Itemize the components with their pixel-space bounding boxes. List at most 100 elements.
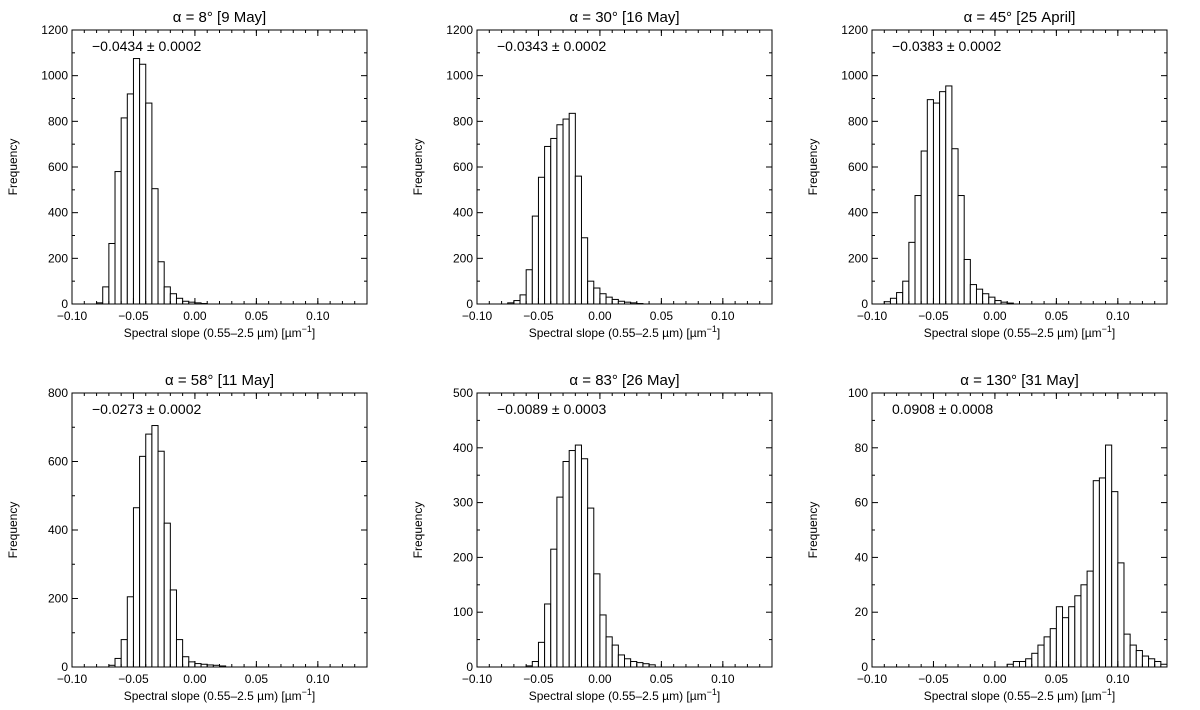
histogram-bar — [151, 425, 159, 668]
histogram-bar — [587, 507, 595, 668]
x-tick-label: −0.05 — [118, 309, 149, 323]
x-tick-label: −0.10 — [57, 309, 88, 323]
histogram-bar — [611, 644, 619, 668]
y-tick-label: 200 — [453, 251, 473, 265]
histogram-bar — [896, 292, 904, 305]
x-tick-label: −0.05 — [523, 672, 554, 686]
histogram-bar — [617, 654, 625, 668]
y-tick-label: 0 — [861, 660, 868, 674]
y-tick-label: 1200 — [446, 23, 473, 37]
histogram-bar — [1111, 491, 1119, 668]
y-tick-label: 0 — [466, 297, 473, 311]
x-tick-label: 0.00 — [183, 309, 207, 323]
histogram-bar — [556, 496, 564, 668]
histogram-bar — [951, 148, 959, 305]
y-axis-label: Frequency — [806, 502, 820, 559]
x-tick-label: 0.10 — [711, 309, 735, 323]
histogram-bar — [926, 99, 934, 305]
y-tick-label: 800 — [848, 114, 868, 128]
histogram-bar — [1148, 658, 1156, 668]
histogram-bar — [139, 63, 147, 305]
x-axis-label-main: Spectral slope (0.55–2.5 µm) [µm — [924, 689, 1102, 703]
x-axis-label: Spectral slope (0.55–2.5 µm) [µm−1] — [924, 324, 1116, 340]
panel-title: α = 8° [9 May] — [173, 9, 266, 26]
histogram-bar — [188, 661, 196, 668]
x-axis-label: Spectral slope (0.55–2.5 µm) [µm−1] — [124, 324, 316, 340]
histogram-bar — [139, 455, 147, 668]
histogram-bar — [574, 175, 582, 305]
y-tick-label: 0 — [861, 297, 868, 311]
histogram-bar — [1105, 444, 1113, 668]
histogram-bar — [636, 662, 644, 668]
histogram-bar — [531, 661, 539, 668]
y-axis-label: Frequency — [806, 139, 820, 196]
histogram-bar — [1025, 658, 1033, 668]
histogram-bar — [169, 293, 177, 305]
histogram-bar — [531, 215, 539, 305]
histogram-bar — [599, 293, 607, 305]
histogram-bar — [1123, 633, 1131, 668]
histogram-bar — [1129, 644, 1137, 668]
histogram-bar — [994, 300, 1002, 305]
y-axis-label: Frequency — [6, 139, 20, 196]
y-tick-label: 600 — [48, 160, 68, 174]
x-axis-label-exponent: −1 — [302, 687, 312, 697]
x-axis-label-close: ] — [1112, 326, 1115, 340]
x-tick-label: −0.05 — [118, 672, 149, 686]
histogram-panel: −0.10 −0.05 0.00 0.05 0.10 0 200 400 600 800 1000 1… — [806, 9, 1168, 340]
histogram-bar — [599, 614, 607, 668]
y-tick-label: 0 — [61, 660, 68, 674]
y-axis-label: Frequency — [6, 502, 20, 559]
y-tick-label: 400 — [848, 206, 868, 220]
histogram-bar — [1135, 650, 1143, 668]
histogram-bar — [151, 188, 159, 305]
panel-title: α = 45° [25 April] — [964, 9, 1076, 26]
histogram-bar — [593, 573, 601, 668]
histogram-bar — [969, 284, 977, 305]
y-tick-label: 20 — [855, 605, 869, 619]
y-tick-label: 0 — [61, 297, 68, 311]
x-tick-label: −0.10 — [857, 309, 888, 323]
histogram-bar — [525, 269, 533, 305]
slope-annotation: −0.0383 ± 0.0002 — [892, 38, 1001, 54]
histogram-bar — [519, 294, 527, 305]
x-tick-label: −0.10 — [857, 672, 888, 686]
x-axis-label-close: ] — [1112, 689, 1115, 703]
histogram-bar — [182, 656, 190, 668]
histogram-bar — [605, 636, 613, 668]
x-axis-label-close: ] — [717, 326, 720, 340]
y-tick-label: 200 — [48, 251, 68, 265]
x-tick-label: −0.05 — [523, 309, 554, 323]
histogram-bar — [163, 522, 171, 668]
panel-title: α = 58° [11 May] — [165, 372, 274, 389]
plot-frame — [71, 392, 368, 668]
histogram-bar — [945, 85, 953, 305]
x-tick-label: −0.10 — [462, 309, 493, 323]
x-tick-label: 0.05 — [245, 672, 269, 686]
histogram-bar — [175, 297, 184, 305]
histogram-bar — [1037, 644, 1045, 668]
histogram-bar — [908, 241, 916, 305]
histogram-panel: −0.10 −0.05 0.00 0.05 0.10 0 200 400 600 800 α = 5… — [6, 372, 368, 703]
y-tick-label: 600 — [453, 160, 473, 174]
histogram-bar — [1068, 606, 1076, 668]
histogram-bar — [163, 286, 171, 305]
y-tick-label: 600 — [848, 160, 868, 174]
y-tick-label: 80 — [855, 441, 869, 455]
y-tick-label: 800 — [48, 386, 68, 400]
histogram-bar — [568, 450, 576, 668]
x-tick-label: 0.05 — [1045, 309, 1069, 323]
histogram-bar — [920, 150, 928, 305]
y-tick-label: 600 — [48, 455, 68, 469]
histogram-bar — [1080, 584, 1088, 668]
histogram-bar — [157, 261, 165, 305]
plot-frame — [476, 29, 773, 305]
x-axis-label-main: Spectral slope (0.55–2.5 µm) [µm — [124, 326, 302, 340]
y-tick-label: 800 — [453, 114, 473, 128]
y-tick-label: 1200 — [41, 23, 68, 37]
histogram-bar — [556, 124, 564, 305]
histogram-bar — [513, 300, 521, 305]
y-tick-label: 0 — [466, 660, 473, 674]
histogram-bar — [157, 450, 165, 668]
